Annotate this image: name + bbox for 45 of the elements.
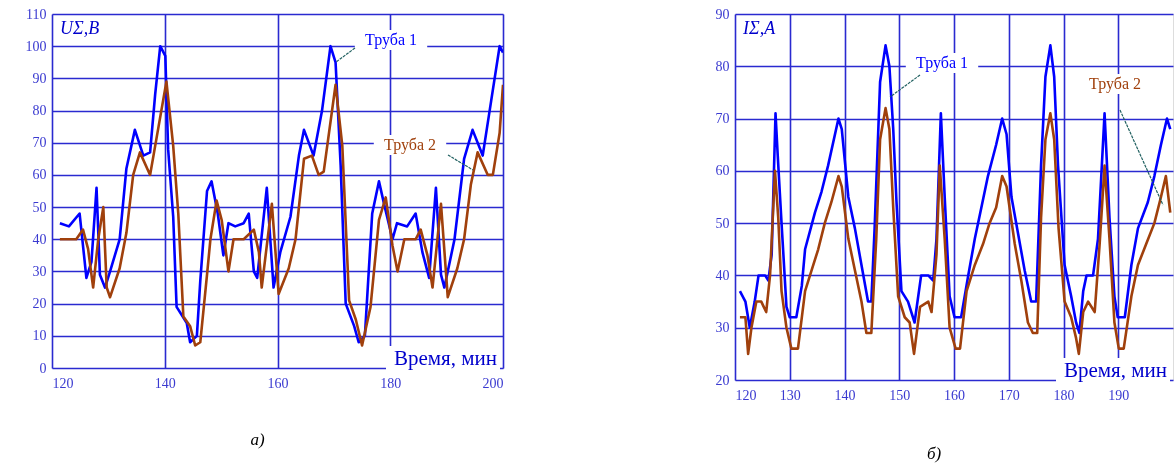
y-tick-label: 90 <box>715 6 730 22</box>
y-tick-label: 40 <box>32 231 47 247</box>
series-label: Труба 1 <box>916 54 968 72</box>
y-tick-label: 20 <box>715 372 730 388</box>
y-tick-label: 60 <box>32 167 47 183</box>
y-tick-label: 30 <box>715 320 730 336</box>
y-axis-title: UΣ,В <box>60 18 100 38</box>
x-tick-label: 180 <box>380 375 402 391</box>
y-tick-label: 80 <box>32 103 47 119</box>
line-series <box>738 44 1172 335</box>
y-tick-label: 50 <box>32 199 47 215</box>
x-tick-label: 160 <box>267 375 289 391</box>
y-tick-label: 100 <box>25 38 47 54</box>
x-tick-label: 150 <box>889 387 911 403</box>
text: б) <box>926 444 942 463</box>
x-tick-label: 200 <box>482 375 504 391</box>
y-tick-label: 0 <box>39 360 47 376</box>
y-tick-label: 80 <box>715 58 730 74</box>
x-tick-label: 160 <box>944 387 965 403</box>
y-tick-label: 10 <box>32 328 47 344</box>
x-tick-label: 120 <box>52 375 74 391</box>
y-tick-label: 50 <box>715 215 730 231</box>
text: Труба 1 <box>365 31 417 49</box>
y-tick-label: 30 <box>32 263 47 279</box>
x-axis-title: Время, мин <box>1063 358 1167 382</box>
text: а) <box>250 430 265 449</box>
y-tick-label: 60 <box>715 163 730 179</box>
x-tick-label: 180 <box>1053 387 1075 403</box>
x-tick-label: 140 <box>834 387 856 403</box>
text: Труба 2 <box>384 136 436 154</box>
x-axis-title: Время, мин <box>393 346 497 370</box>
line-series <box>738 106 1172 356</box>
x-tick-label: 170 <box>998 387 1020 403</box>
text: Труба 2 <box>1089 75 1141 93</box>
y-tick-label: 110 <box>26 6 47 22</box>
x-tick-label: 120 <box>735 387 757 403</box>
y-tick-label: 70 <box>32 135 47 151</box>
x-tick-label: 130 <box>779 387 801 403</box>
y-tick-label: 90 <box>32 70 47 86</box>
y-tick-label: 70 <box>715 111 730 127</box>
y-axis-title: IΣ,А <box>742 18 777 38</box>
y-tick-label: 20 <box>32 296 47 312</box>
x-tick-label: 140 <box>154 375 176 391</box>
y-tick-label: 40 <box>715 267 730 283</box>
x-tick-label: 190 <box>1108 387 1130 403</box>
